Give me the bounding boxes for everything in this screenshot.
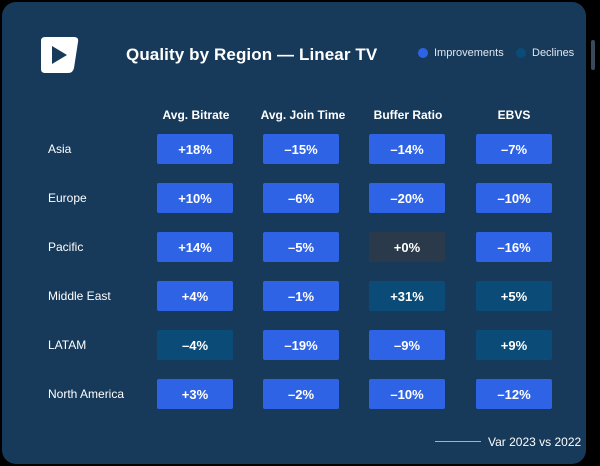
cell-europe-buffer-ratio: –20% [369, 183, 445, 213]
cell-pacific-buffer-ratio: +0% [369, 232, 445, 262]
cell-north-america-avg-join-time: –2% [263, 379, 339, 409]
legend-declines-swatch [516, 48, 526, 58]
row-label-middle-east: Middle East [48, 289, 111, 303]
cell-europe-ebvs: –10% [476, 183, 552, 213]
cell-asia-buffer-ratio: –14% [369, 134, 445, 164]
legend-declines: Declines [516, 47, 574, 59]
footnote: Var 2023 vs 2022 [488, 435, 582, 449]
cell-latam-avg-bitrate: –4% [157, 330, 233, 360]
chart-card: Quality by Region — Linear TV Improvemen… [2, 2, 586, 464]
play-logo-icon [41, 37, 79, 73]
scrollbar[interactable] [589, 0, 600, 466]
chart-title: Quality by Region — Linear TV [126, 45, 378, 64]
footnote-rule [435, 441, 481, 442]
cell-north-america-avg-bitrate: +3% [157, 379, 233, 409]
cell-asia-ebvs: –7% [476, 134, 552, 164]
column-header-buffer-ratio: Buffer Ratio [373, 108, 443, 122]
cell-middle-east-buffer-ratio: +31% [369, 281, 445, 311]
row-label-asia: Asia [48, 142, 72, 156]
cell-north-america-ebvs: –12% [476, 379, 552, 409]
column-header-avg-bitrate: Avg. Bitrate [162, 108, 230, 122]
row-label-latam: LATAM [48, 338, 87, 352]
row-label-north-america: North America [48, 387, 125, 401]
cell-asia-avg-join-time: –15% [263, 134, 339, 164]
column-header-avg-join-time: Avg. Join Time [260, 108, 346, 122]
cell-middle-east-ebvs: +5% [476, 281, 552, 311]
cell-latam-avg-join-time: –19% [263, 330, 339, 360]
cell-europe-avg-bitrate: +10% [157, 183, 233, 213]
legend-improvements: Improvements [418, 47, 504, 59]
cell-pacific-avg-bitrate: +14% [157, 232, 233, 262]
cell-europe-avg-join-time: –6% [263, 183, 339, 213]
column-header-ebvs: EBVS [497, 108, 531, 122]
legend-declines-label: Declines [532, 47, 575, 59]
row-label-pacific: Pacific [48, 240, 84, 254]
legend-improvements-swatch [418, 48, 428, 58]
cell-pacific-avg-join-time: –5% [263, 232, 339, 262]
cell-north-america-buffer-ratio: –10% [369, 379, 445, 409]
cell-latam-ebvs: +9% [476, 330, 552, 360]
cell-middle-east-avg-join-time: –1% [263, 281, 339, 311]
row-label-europe: Europe [48, 191, 87, 205]
scrollbar-thumb[interactable] [591, 40, 595, 70]
cell-middle-east-avg-bitrate: +4% [157, 281, 233, 311]
cell-pacific-ebvs: –16% [476, 232, 552, 262]
cell-latam-buffer-ratio: –9% [369, 330, 445, 360]
legend-improvements-label: Improvements [434, 47, 504, 59]
cell-asia-avg-bitrate: +18% [157, 134, 233, 164]
